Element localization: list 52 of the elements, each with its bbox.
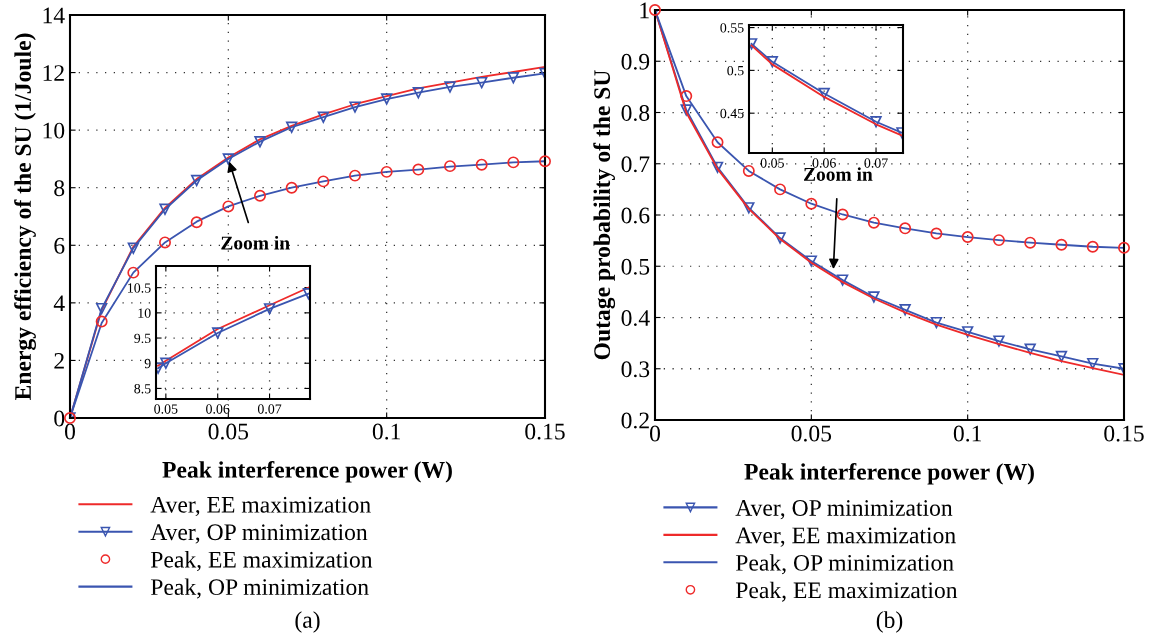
annotation: Zoom in: [804, 167, 873, 181]
y-axis-title: Energy efficiency of the SU (1/Joule): [14, 33, 36, 401]
y-tick-label: 0.2: [621, 412, 649, 429]
legend-label: Aver, EE maximization: [150, 496, 371, 517]
x-tick-label: 0.15: [1104, 425, 1144, 442]
x-tick-label: 0.1: [953, 425, 982, 442]
y-tick-label: 4: [53, 295, 65, 312]
x-tick-label: 0.05: [154, 404, 178, 414]
x-tick-label: 0.07: [864, 158, 888, 168]
legend-label: Aver, OP minimization: [150, 524, 368, 544]
y-tick-label: 2: [54, 352, 64, 369]
y-tick-label: 0.9: [621, 53, 650, 70]
x-tick-label: 0.07: [257, 404, 282, 414]
x-axis-title: Peak interference power (W): [162, 460, 452, 483]
x-tick-label: 0.06: [812, 158, 836, 168]
x-axis-title: Peak interference power (W): [744, 462, 1034, 485]
y-tick-label: 0.3: [621, 361, 650, 378]
y-tick-label: 6: [54, 237, 65, 254]
x-tick-label: 0.05: [208, 423, 249, 440]
y-tick-label: 0.7: [621, 156, 650, 173]
y-tick-label: 12: [43, 65, 64, 81]
legend-label: Peak, EE maximization: [735, 581, 958, 602]
y-tick-label: 0.8: [621, 104, 650, 122]
y-tick-label: 0.5: [621, 258, 650, 275]
y-tick-label: 8.5: [134, 384, 151, 394]
annotation: Zoom in: [221, 235, 290, 250]
y-tick-label: 14: [43, 7, 65, 24]
y-axis-title: Outage probability of the SU: [593, 70, 616, 360]
y-tick-label: 0.4: [621, 309, 650, 327]
legend-label: Aver, EE maximization: [735, 527, 956, 547]
x-tick-label: 0.06: [206, 404, 230, 414]
y-tick-label: 1: [640, 2, 649, 19]
text: (b): [876, 611, 903, 633]
y-tick-label: 10: [43, 122, 65, 139]
legend-label: Peak, OP minimization: [735, 554, 954, 575]
y-tick-label: 10.5: [128, 283, 151, 293]
text: (a): [295, 611, 320, 633]
y-tick-label: 9.5: [134, 333, 151, 344]
y-tick-label: 0.6: [621, 207, 650, 224]
x-tick-label: 0.1: [372, 423, 401, 440]
x-tick-label: 0.15: [525, 423, 565, 440]
y-tick-label: 0.45: [720, 108, 744, 119]
y-tick-label: 10: [138, 308, 151, 318]
legend-label: Peak, EE maximization: [150, 551, 373, 572]
y-tick-label: 0.5: [727, 65, 744, 76]
y-tick-label: 9: [144, 358, 151, 369]
x-tick-label: 0.05: [791, 425, 832, 442]
y-tick-label: 0.55: [720, 23, 744, 33]
y-tick-label: 8: [54, 180, 65, 197]
legend-label: Aver, OP minimization: [735, 500, 953, 520]
x-tick-label: 0.05: [760, 158, 784, 168]
legend-label: Peak, OP minimization: [150, 578, 369, 599]
